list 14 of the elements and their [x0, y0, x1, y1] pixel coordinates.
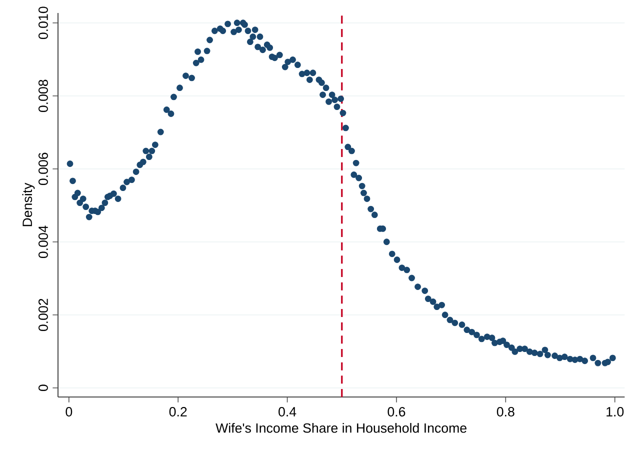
x-tick-label: 0.8 — [496, 407, 514, 416]
y-tick-label: 0.010 — [38, 6, 48, 40]
y-tick-label: 0.004 — [38, 226, 48, 258]
y-tick-label: 0.008 — [38, 80, 48, 112]
x-tick-label: 0.4 — [278, 407, 296, 416]
y-tick-label: 0.002 — [38, 298, 48, 332]
x-tick-label: 0 — [66, 407, 72, 416]
y-tick-label: 0 — [38, 384, 48, 392]
y-axis-title: Density — [22, 182, 35, 226]
x-tick-label: 1.0 — [606, 407, 624, 416]
y-tick-label: 0.006 — [38, 152, 48, 186]
x-tick-label: 0.6 — [388, 407, 406, 416]
x-axis-title: Wife's Income Share in Household Income — [216, 422, 466, 433]
x-tick-label: 0.2 — [169, 407, 187, 416]
